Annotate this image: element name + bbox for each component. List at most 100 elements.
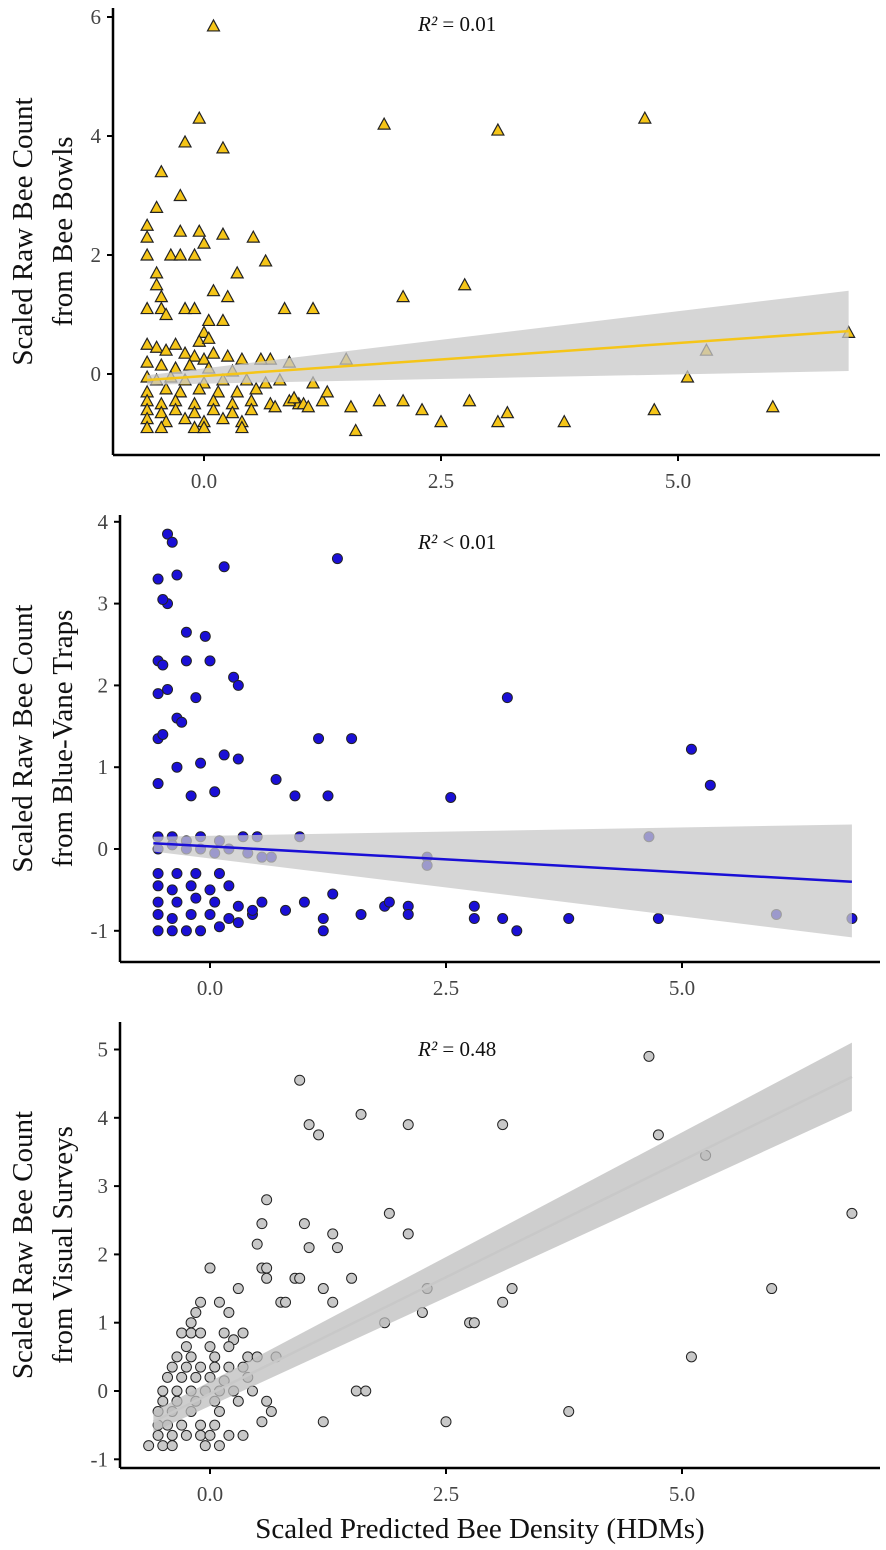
y-tick-label: 0: [91, 362, 102, 386]
data-point: [372, 393, 387, 407]
data-point: [563, 1405, 575, 1417]
data-point: [355, 1108, 367, 1120]
data-point: [176, 1371, 188, 1383]
data-point: [298, 1218, 310, 1230]
y-tick-label: 1: [98, 1311, 109, 1335]
data-point: [180, 1341, 192, 1353]
y-tick-label: 5: [98, 1038, 109, 1062]
data-point: [256, 1218, 268, 1230]
data-point: [152, 868, 164, 880]
data-point: [166, 1440, 178, 1452]
y-tick-label: 4: [91, 124, 102, 148]
regression-line: [152, 1075, 853, 1423]
data-point: [220, 348, 235, 362]
data-point: [149, 339, 164, 353]
data-point: [178, 411, 193, 425]
data-point: [396, 393, 411, 407]
data-point: [501, 692, 513, 704]
data-point: [652, 1129, 664, 1141]
data-point: [187, 348, 202, 362]
data-point: [176, 1419, 188, 1431]
data-point: [402, 1119, 414, 1131]
data-point: [152, 573, 164, 585]
data-point: [196, 420, 212, 434]
data-point: [140, 420, 155, 434]
data-point: [204, 1262, 216, 1274]
data-point: [218, 1327, 230, 1339]
data-point: [490, 414, 505, 428]
data-point: [185, 1351, 197, 1363]
data-point: [289, 790, 301, 802]
data-point: [680, 369, 695, 383]
data-point: [215, 140, 230, 154]
data-point: [685, 743, 697, 755]
data-point: [163, 247, 178, 261]
data-point: [157, 1385, 169, 1397]
y-tick-label: 2: [98, 673, 109, 697]
data-point: [187, 405, 202, 419]
data-point: [445, 791, 457, 803]
x-tick-label: 2.5: [433, 1482, 459, 1506]
data-point: [213, 921, 225, 933]
data-point: [204, 908, 216, 920]
data-point: [261, 1272, 273, 1284]
data-point: [185, 1317, 197, 1329]
data-point: [265, 1405, 277, 1417]
data-point: [346, 733, 358, 745]
data-point: [497, 913, 509, 925]
data-point: [396, 289, 411, 303]
data-point: [185, 908, 197, 920]
data-point: [218, 561, 230, 573]
data-point: [206, 345, 221, 359]
data-point: [154, 405, 169, 419]
data-point: [152, 908, 164, 920]
data-point: [256, 896, 268, 908]
r-squared-annotation: R² = 0.01: [417, 12, 496, 36]
data-point: [327, 888, 339, 900]
data-point: [246, 229, 261, 243]
data-point: [433, 414, 449, 428]
x-axis-label: Scaled Predicted Bee Density (HDMs): [255, 1513, 704, 1545]
data-point: [195, 1327, 207, 1339]
data-point: [232, 679, 244, 691]
data-point: [306, 301, 321, 315]
data-point: [152, 880, 164, 892]
r-squared-value: = 0.48: [437, 1037, 496, 1061]
data-point: [162, 1371, 174, 1383]
y-tick-label: 4: [98, 510, 109, 534]
data-point: [171, 569, 183, 581]
data-point: [228, 671, 240, 683]
data-point: [166, 913, 178, 925]
data-point: [171, 761, 183, 773]
data-point: [209, 786, 221, 798]
data-point: [327, 1228, 339, 1240]
data-point: [355, 908, 367, 920]
data-point: [237, 1327, 249, 1339]
data-point: [201, 313, 216, 327]
data-point: [140, 229, 155, 243]
data-point: [298, 896, 310, 908]
x-tick-label: 0.0: [197, 976, 223, 1000]
panel-2: -1 0 1 2 3 4 0.0 2.5 5.0 Scaled Raw Bee Count from…: [7, 510, 880, 1000]
data-point: [301, 399, 316, 413]
data-point: [173, 384, 188, 398]
data-point: [490, 122, 505, 136]
data-point: [190, 868, 202, 880]
data-point: [199, 630, 211, 642]
data-point: [176, 716, 188, 728]
x-tick-label: 2.5: [428, 469, 454, 493]
data-point: [176, 1327, 188, 1339]
data-point: [277, 301, 292, 315]
data-point: [178, 345, 193, 359]
data-point: [230, 384, 245, 398]
data-point: [209, 1361, 221, 1373]
data-point: [162, 528, 174, 540]
data-point: [180, 1429, 192, 1441]
data-point: [166, 884, 178, 896]
data-point: [468, 1317, 480, 1329]
data-point: [190, 892, 202, 904]
data-point: [154, 420, 169, 434]
data-point: [166, 536, 178, 548]
data-point: [199, 1440, 211, 1452]
data-point: [317, 1416, 329, 1428]
